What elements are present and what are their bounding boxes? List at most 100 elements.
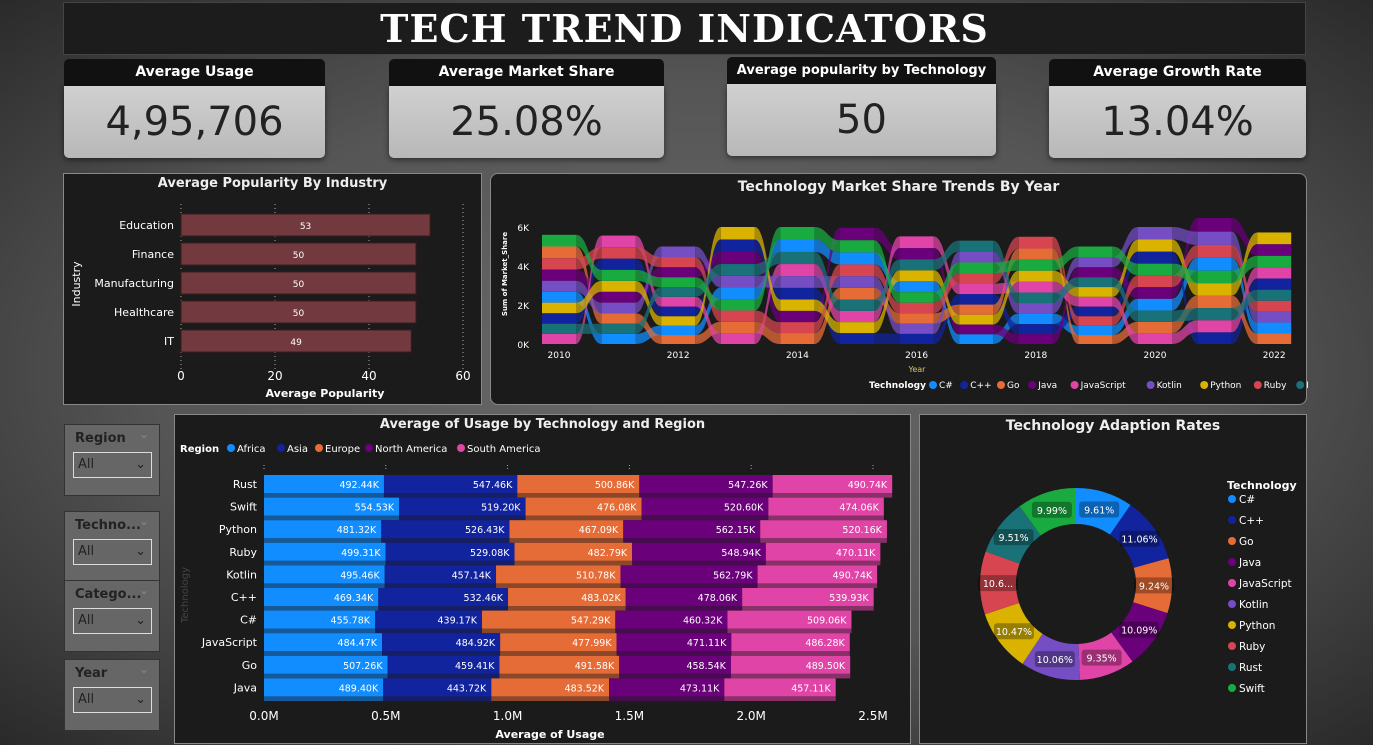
legend-item: Java [1037,381,1057,391]
tick-label: 1.0M [493,709,522,723]
legend-item: Python [1239,620,1275,632]
tick-label: 2.0M [736,709,765,723]
collapse-icon[interactable]: ⌄ [138,662,149,676]
bar-segment [264,497,400,516]
bar-segment [525,497,642,516]
legend-item: Europe [325,444,360,455]
bar-ribbon [765,560,881,566]
ribbon-segment [1138,275,1172,288]
slicer-0[interactable]: Region ⌄ All ⌄ [64,424,160,496]
ribbon-segment [601,302,636,314]
bar-ribbon [264,673,388,679]
legend-item: Ruby [1264,381,1287,391]
y-tick: 4K [517,263,530,273]
bar-segment [765,542,881,561]
bar [180,329,412,353]
legend-marker [1253,381,1262,389]
ribbon-Kotlin [754,275,781,288]
ribbon-segment [1197,244,1232,258]
legend-item: Rust [1306,381,1308,391]
legend-item: Kotlin [1157,381,1182,391]
bar-segment [384,565,497,584]
bar-segment [264,588,379,606]
ribbon-segment [1257,278,1292,290]
donut-slice [980,551,1020,615]
bar-ribbon [264,493,384,498]
collapse-icon[interactable]: ⌄ [138,427,149,441]
ribbon-segment [661,267,696,278]
slicer-dropdown[interactable]: All ⌄ [73,452,152,478]
label-box [978,575,1019,592]
bar-ribbon [760,538,887,543]
bar-segment [375,610,483,629]
ribbon-segment [1197,257,1232,271]
collapse-icon[interactable]: ⌄ [138,514,149,528]
tick-label: 60 [455,369,470,383]
bar-ribbon [616,651,732,656]
data-label: 520.16K [842,525,882,536]
kpi-label: Average Market Share [389,59,664,86]
ribbon-segment [1257,311,1292,323]
ribbon-C++ [1172,251,1198,344]
bar-segment [509,520,624,539]
bar-segment [772,475,893,493]
ribbon-Rust [1052,277,1079,304]
ribbon-segment [661,246,696,258]
ribbon-segment [1197,332,1232,344]
ribbon-segment [1078,277,1113,288]
ribbon-JavaScript [1172,320,1198,344]
ribbon-segment [1078,257,1113,268]
ribbon-segment [1197,270,1232,284]
ribbon-segment [542,258,576,270]
ribbon-segment [1018,281,1053,293]
data-label: 529.08K [470,548,510,559]
data-label: 481.32K [337,525,377,536]
kpi-value: 4,95,706 [64,86,325,158]
ribbon-segment [661,325,696,336]
data-label: 492.44K [339,480,379,491]
ribbon-segment [780,333,815,344]
ribbon-segment [899,313,934,324]
collapse-icon[interactable]: ⌄ [138,583,149,597]
x-tick: 2016 [905,351,928,361]
legend-marker [227,444,235,452]
ribbon-segment [1257,289,1292,301]
ribbon-segment [780,322,815,334]
data-label: 490.74K [848,480,888,491]
bar [180,300,417,324]
chart-title: Average Popularity By Industry [157,176,388,191]
bar-segment [619,655,731,674]
y-tick: 2K [517,302,530,312]
ribbon-segment [1078,267,1113,278]
ribbon-JavaScript [754,264,781,344]
slicer-dropdown[interactable]: All ⌄ [73,539,152,565]
slicer-3[interactable]: Year ⌄ All ⌄ [64,659,160,731]
slicer-dropdown[interactable]: All ⌄ [73,687,152,713]
ribbon-segment [899,259,934,271]
ribbon-Swift [1052,246,1079,271]
slicer-1[interactable]: Techno... ⌄ All ⌄ [64,511,160,583]
donut-slice [1111,602,1168,662]
data-label: 554.53K [355,503,395,514]
bar-segment [768,497,884,516]
ribbon-segment [720,333,755,344]
ribbon-segment [542,302,576,314]
ribbon-segment [720,264,755,276]
ribbon-segment [601,291,636,303]
ribbon-Swift [754,227,781,311]
ribbon-segment [780,276,815,288]
ribbon-segment [1078,335,1113,344]
x-tick: 2018 [1024,351,1047,361]
ribbon-segment [542,246,576,259]
tick-label: 0 [177,369,185,383]
bar-segment [264,678,384,697]
ribbon-Rust [874,259,900,311]
data-label: 469.34K [334,593,374,604]
bar-ribbon [623,538,761,543]
data-label: 9.35% [1087,654,1117,665]
category-label: Manufacturing [94,277,174,290]
ribbon-Swift [1172,263,1198,284]
slicer-2[interactable]: Catego... ⌄ All ⌄ [64,580,160,652]
data-label: 476.08K [597,503,637,514]
slicer-dropdown[interactable]: All ⌄ [73,608,152,634]
